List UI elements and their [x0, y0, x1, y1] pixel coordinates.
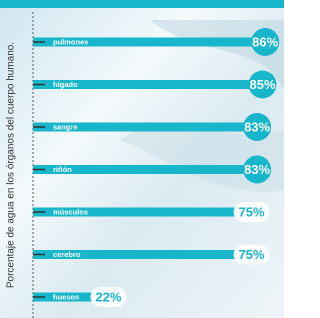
category-label: hígado	[53, 80, 78, 89]
chart: Porcentaje de agua en los órganos del cu…	[0, 0, 284, 318]
value-label: 22%	[95, 289, 121, 304]
value-label: 75%	[238, 204, 264, 219]
value-label: 75%	[238, 247, 264, 262]
category-label: sangre	[53, 122, 78, 131]
value-label: 85%	[249, 77, 275, 92]
category-label: pulmones	[53, 37, 88, 46]
axis-title: Porcentaje de agua en los órganos del cu…	[6, 42, 17, 288]
category-label: huesos	[53, 292, 79, 301]
category-label: músculos	[53, 207, 88, 216]
value-label: 86%	[252, 34, 278, 49]
value-label: 83%	[244, 162, 270, 177]
category-label: riñón	[53, 165, 72, 174]
top-band	[0, 0, 284, 8]
category-label: cerebro	[53, 250, 81, 259]
value-label: 83%	[244, 119, 270, 134]
